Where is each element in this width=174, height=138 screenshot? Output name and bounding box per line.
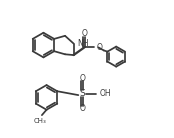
Text: O: O xyxy=(79,104,85,113)
Text: OH: OH xyxy=(100,89,112,98)
Text: S: S xyxy=(79,89,85,98)
Text: NH: NH xyxy=(77,39,89,48)
Text: O: O xyxy=(81,29,87,38)
Text: CH₃: CH₃ xyxy=(34,118,47,124)
Text: O: O xyxy=(96,43,102,52)
Text: O: O xyxy=(79,74,85,83)
